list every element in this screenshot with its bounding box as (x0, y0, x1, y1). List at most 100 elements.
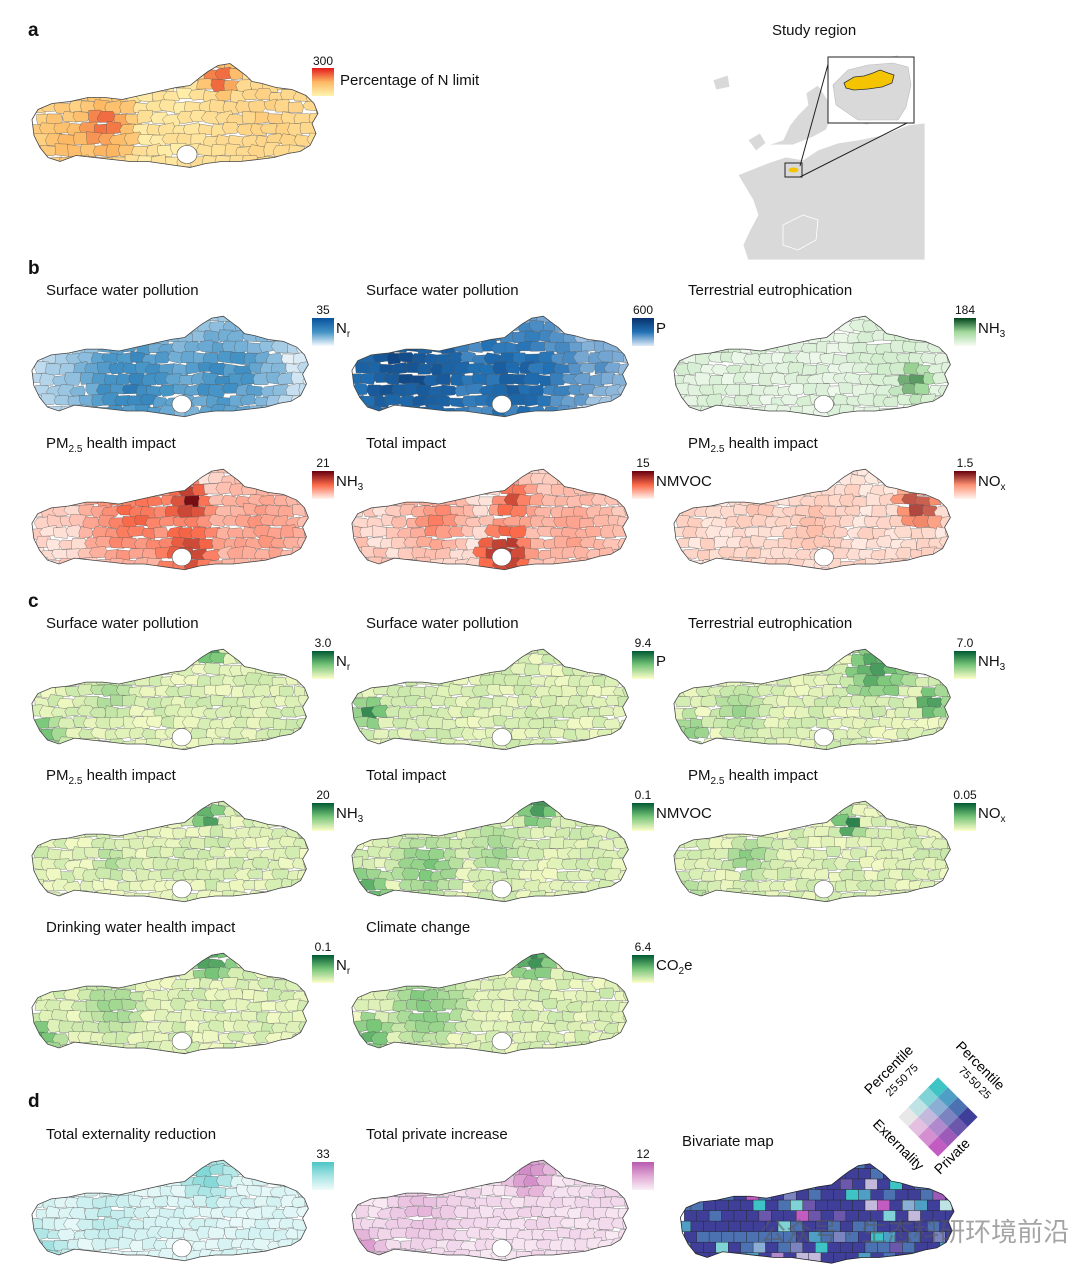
municipality (258, 1043, 276, 1054)
municipality (690, 1263, 704, 1264)
municipality (706, 416, 725, 417)
municipality (53, 77, 72, 92)
municipality (632, 383, 646, 395)
municipality (852, 1199, 866, 1211)
municipality (644, 868, 662, 879)
municipality (352, 957, 371, 970)
municipality (511, 469, 530, 475)
municipality (623, 900, 629, 902)
municipality (845, 836, 863, 848)
municipality (65, 63, 85, 71)
municipality (129, 817, 146, 827)
municipality (826, 717, 844, 730)
municipality (391, 516, 408, 530)
municipality (361, 953, 377, 959)
municipality (139, 879, 160, 891)
municipality (680, 1220, 692, 1232)
municipality (711, 559, 730, 570)
municipality (598, 706, 615, 717)
municipality (707, 649, 724, 657)
municipality (493, 320, 509, 333)
municipality (960, 351, 976, 363)
municipality (79, 63, 96, 70)
municipality (365, 804, 383, 818)
municipality (241, 649, 257, 654)
municipality (473, 747, 489, 750)
legend-label-subscript: 3 (357, 814, 364, 825)
municipality (64, 331, 82, 341)
municipality (539, 978, 559, 991)
legend-label-text: P (656, 653, 667, 670)
map-title-b4: PM2.5 health impact (46, 435, 176, 455)
municipality (680, 1263, 692, 1264)
municipality (951, 1178, 954, 1190)
municipality (958, 728, 975, 740)
municipality (599, 662, 615, 676)
municipality (247, 805, 264, 817)
municipality (636, 373, 652, 384)
municipality (318, 1218, 335, 1230)
municipality (228, 1053, 247, 1054)
municipality (408, 749, 428, 750)
municipality (877, 471, 892, 483)
municipality (701, 825, 718, 839)
municipality (170, 472, 188, 485)
municipality (454, 848, 471, 860)
municipality (115, 901, 134, 902)
municipality (313, 143, 318, 156)
municipality (140, 316, 158, 321)
legend-label-text: NH (336, 805, 358, 822)
municipality (486, 1054, 503, 1065)
municipality (360, 649, 378, 657)
municipality (360, 330, 377, 342)
municipality (288, 101, 304, 114)
municipality (918, 330, 937, 342)
municipality (813, 653, 830, 665)
municipality (497, 749, 514, 750)
municipality (83, 1184, 101, 1197)
municipality (78, 526, 94, 539)
municipality (384, 316, 402, 323)
municipality (624, 414, 629, 417)
municipality (385, 1051, 403, 1054)
municipality (715, 1163, 729, 1169)
municipality (833, 901, 850, 902)
municipality (285, 739, 305, 750)
municipality (923, 816, 941, 828)
municipality (600, 416, 616, 417)
municipality (674, 805, 692, 819)
municipality (959, 418, 974, 430)
municipality (39, 815, 57, 828)
municipality (466, 1226, 483, 1239)
municipality (316, 505, 334, 516)
municipality (960, 571, 976, 583)
municipality (770, 416, 787, 417)
municipality (165, 749, 184, 750)
municipality (801, 364, 818, 376)
municipality (159, 846, 175, 858)
municipality (422, 1217, 441, 1231)
municipality (721, 1231, 735, 1243)
municipality (887, 868, 905, 881)
municipality (51, 413, 71, 417)
municipality (46, 1041, 61, 1053)
municipality (745, 801, 763, 808)
municipality (833, 1189, 847, 1201)
municipality (114, 485, 134, 497)
municipality (509, 505, 528, 519)
municipality (129, 1260, 146, 1261)
municipality (970, 1190, 982, 1201)
municipality (101, 967, 121, 980)
municipality (267, 953, 285, 961)
municipality (725, 473, 741, 486)
municipality (597, 1217, 616, 1231)
municipality (229, 416, 247, 417)
municipality (523, 568, 543, 570)
municipality (479, 1205, 495, 1219)
municipality (119, 99, 137, 114)
municipality (63, 988, 83, 1001)
municipality (465, 1019, 483, 1032)
municipality (713, 320, 730, 334)
municipality (373, 815, 390, 829)
municipality (548, 953, 566, 960)
